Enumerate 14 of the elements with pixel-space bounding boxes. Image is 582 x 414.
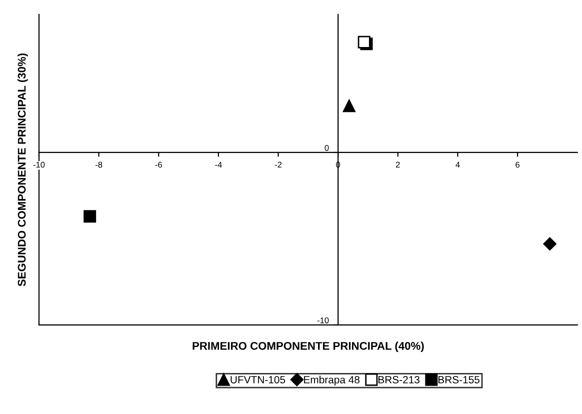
x-tick-label: -6 [155, 162, 162, 168]
legend-label: BRS-213 [378, 376, 420, 384]
legend-label: UFVTN-105 [230, 376, 286, 384]
x-tick-label: -4 [215, 162, 222, 168]
x-tick-label: 6 [516, 162, 520, 168]
x-tick-label: -2 [274, 162, 282, 168]
x-tick-label: 4 [456, 162, 460, 168]
x-axis-title: PRIMEIRO COMPONENTE PRINCIPAL (40%) [192, 342, 424, 352]
legend-label: BRS-155 [438, 376, 480, 384]
legend-label: Embrapa 48 [304, 376, 360, 386]
x-tick-label: -8 [95, 162, 102, 168]
y-axis-title: SEGUNDO COMPONENTE PRINCIPAL (30%) [18, 54, 28, 286]
x-tick-label: -10 [33, 162, 45, 168]
x-tick-label: 2 [396, 162, 400, 168]
